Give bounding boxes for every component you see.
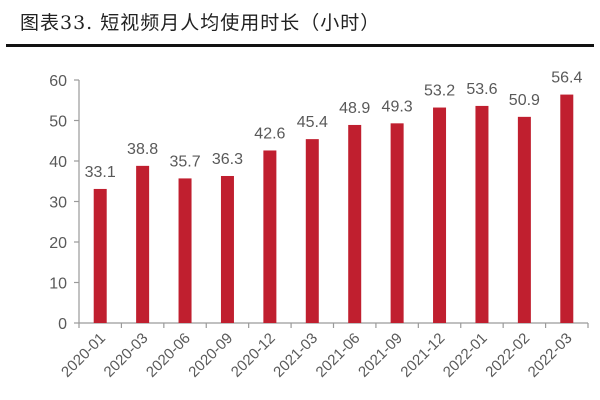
bar — [517, 116, 531, 323]
chart-title-row: 图表33. 短视频月人均使用时长（小时） — [20, 4, 380, 38]
bar — [475, 105, 489, 323]
y-tick-label: 30 — [49, 195, 67, 212]
y-tick-label: 40 — [49, 154, 67, 171]
bar — [433, 107, 447, 323]
x-category-label: 2021-12 — [397, 330, 448, 381]
data-label: 56.4 — [551, 70, 582, 87]
bar — [93, 188, 107, 323]
x-category-label: 2020-09 — [185, 330, 236, 381]
x-category-label: 2020-12 — [228, 330, 279, 381]
y-tick-label: 60 — [49, 73, 67, 90]
data-label: 50.9 — [509, 92, 540, 109]
x-category-label: 2020-03 — [100, 330, 151, 381]
data-label: 49.3 — [382, 98, 413, 115]
bar — [136, 165, 150, 323]
bar — [305, 139, 319, 323]
bar — [263, 150, 277, 323]
data-label: 53.6 — [466, 81, 497, 98]
y-tick-label: 0 — [58, 316, 67, 333]
y-tick-label: 50 — [49, 114, 67, 131]
x-category-label: 2022-02 — [482, 330, 533, 381]
data-label: 33.1 — [85, 164, 116, 181]
title-divider — [6, 44, 594, 47]
data-label: 53.2 — [424, 83, 455, 100]
data-label: 42.6 — [254, 125, 285, 142]
x-category-label: 2021-03 — [270, 330, 321, 381]
x-axis: 2020-012020-032020-062020-092020-122021-… — [58, 322, 589, 381]
y-tick-label: 20 — [49, 235, 67, 252]
bar — [560, 94, 574, 323]
x-category-label: 2021-09 — [355, 330, 406, 381]
x-category-label: 2020-06 — [143, 330, 194, 381]
bar — [390, 123, 404, 324]
bar — [178, 178, 192, 323]
data-label: 38.8 — [127, 141, 158, 158]
y-tick-label: 10 — [49, 276, 67, 293]
bar-series: 33.1 38.8 35.7 36.3 42.6 45.4 48.9 49.3 53.2 53.6… — [85, 70, 582, 324]
data-label: 45.4 — [297, 114, 328, 131]
bar — [220, 175, 234, 323]
chart-title: 图表33. 短视频月人均使用时长（小时） — [20, 11, 381, 34]
x-category-label: 2022-03 — [525, 330, 576, 381]
data-label: 48.9 — [339, 100, 370, 117]
data-label: 36.3 — [212, 151, 243, 168]
x-category-label: 2022-01 — [440, 330, 491, 381]
x-category-label: 2020-01 — [58, 330, 109, 381]
bar — [348, 124, 362, 323]
y-axis: 0 10 20 30 40 50 60 — [49, 73, 80, 333]
x-category-label: 2021-06 — [313, 330, 364, 381]
data-label: 35.7 — [169, 153, 200, 170]
